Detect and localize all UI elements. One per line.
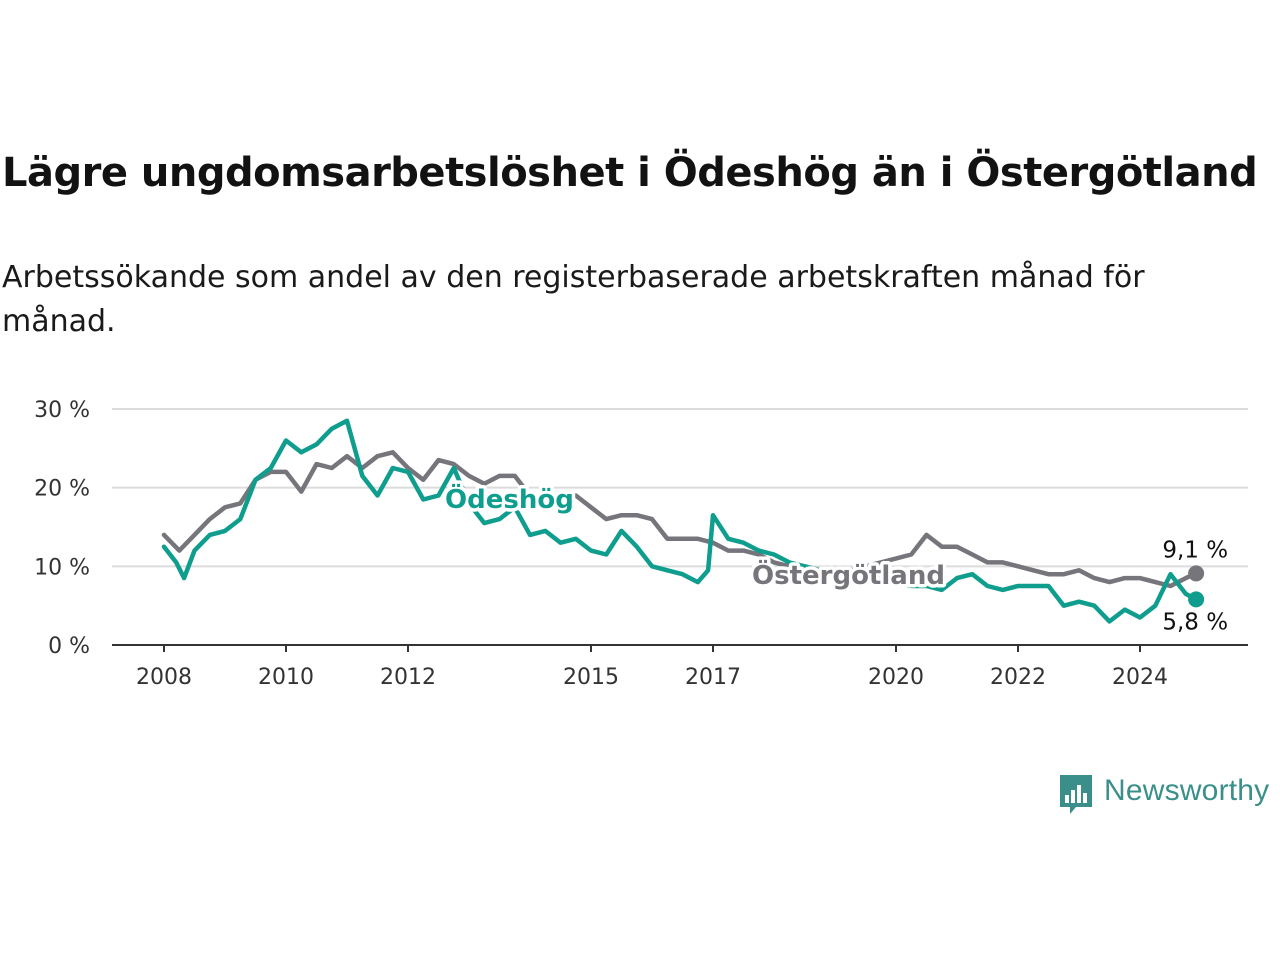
series-line-ostergotland bbox=[161, 450, 1199, 589]
x-tick-label: 2024 bbox=[1112, 665, 1168, 690]
x-tick-label: 2010 bbox=[258, 665, 314, 690]
x-tick-label: 2008 bbox=[136, 665, 192, 690]
series-labels: 9,1 % 5,8 % Östergötland Ödeshög bbox=[442, 479, 1229, 636]
series-label-ostergotland: Östergötland bbox=[752, 558, 945, 591]
bar-chart-bubble-icon bbox=[1058, 773, 1094, 814]
end-point-marker bbox=[1188, 565, 1205, 582]
chart-subtitle: Arbetssökande som andel av den registerb… bbox=[2, 260, 1145, 339]
y-tick-label: 30 % bbox=[34, 398, 90, 423]
y-tick-label: 0 % bbox=[48, 634, 90, 659]
series-label-odeshog: Ödeshög bbox=[445, 482, 574, 515]
end-value-label: 5,8 % bbox=[1162, 609, 1228, 635]
end-value-label: 9,1 % bbox=[1162, 537, 1228, 563]
series-line-odeshog bbox=[161, 418, 1199, 624]
newsworthy-logo: Newsworthy bbox=[1058, 773, 1270, 814]
gridlines bbox=[112, 407, 1248, 568]
series-lines bbox=[161, 418, 1205, 624]
x-tick-label: 2012 bbox=[380, 665, 436, 690]
chart-title: Lägre ungdomsarbetslöshet i Ödeshög än i… bbox=[2, 150, 1258, 196]
x-tick-label: 2022 bbox=[990, 665, 1046, 690]
x-tick-label: 2020 bbox=[868, 665, 924, 690]
y-tick-label: 20 % bbox=[34, 477, 90, 502]
end-point-marker bbox=[1188, 591, 1205, 608]
y-tick-label: 10 % bbox=[34, 555, 90, 580]
x-tick-label: 2017 bbox=[685, 665, 741, 690]
brand-name: Newsworthy bbox=[1104, 774, 1270, 807]
x-tick-label: 2015 bbox=[563, 665, 619, 690]
line-chart: 9,1 % 5,8 % Östergötland Ödeshög 0 % 10 % 20 … bbox=[34, 398, 1248, 690]
axes: 0 % 10 % 20 % 30 % 2008 2010 2012 2015 2017 2020 2… bbox=[34, 398, 1248, 690]
